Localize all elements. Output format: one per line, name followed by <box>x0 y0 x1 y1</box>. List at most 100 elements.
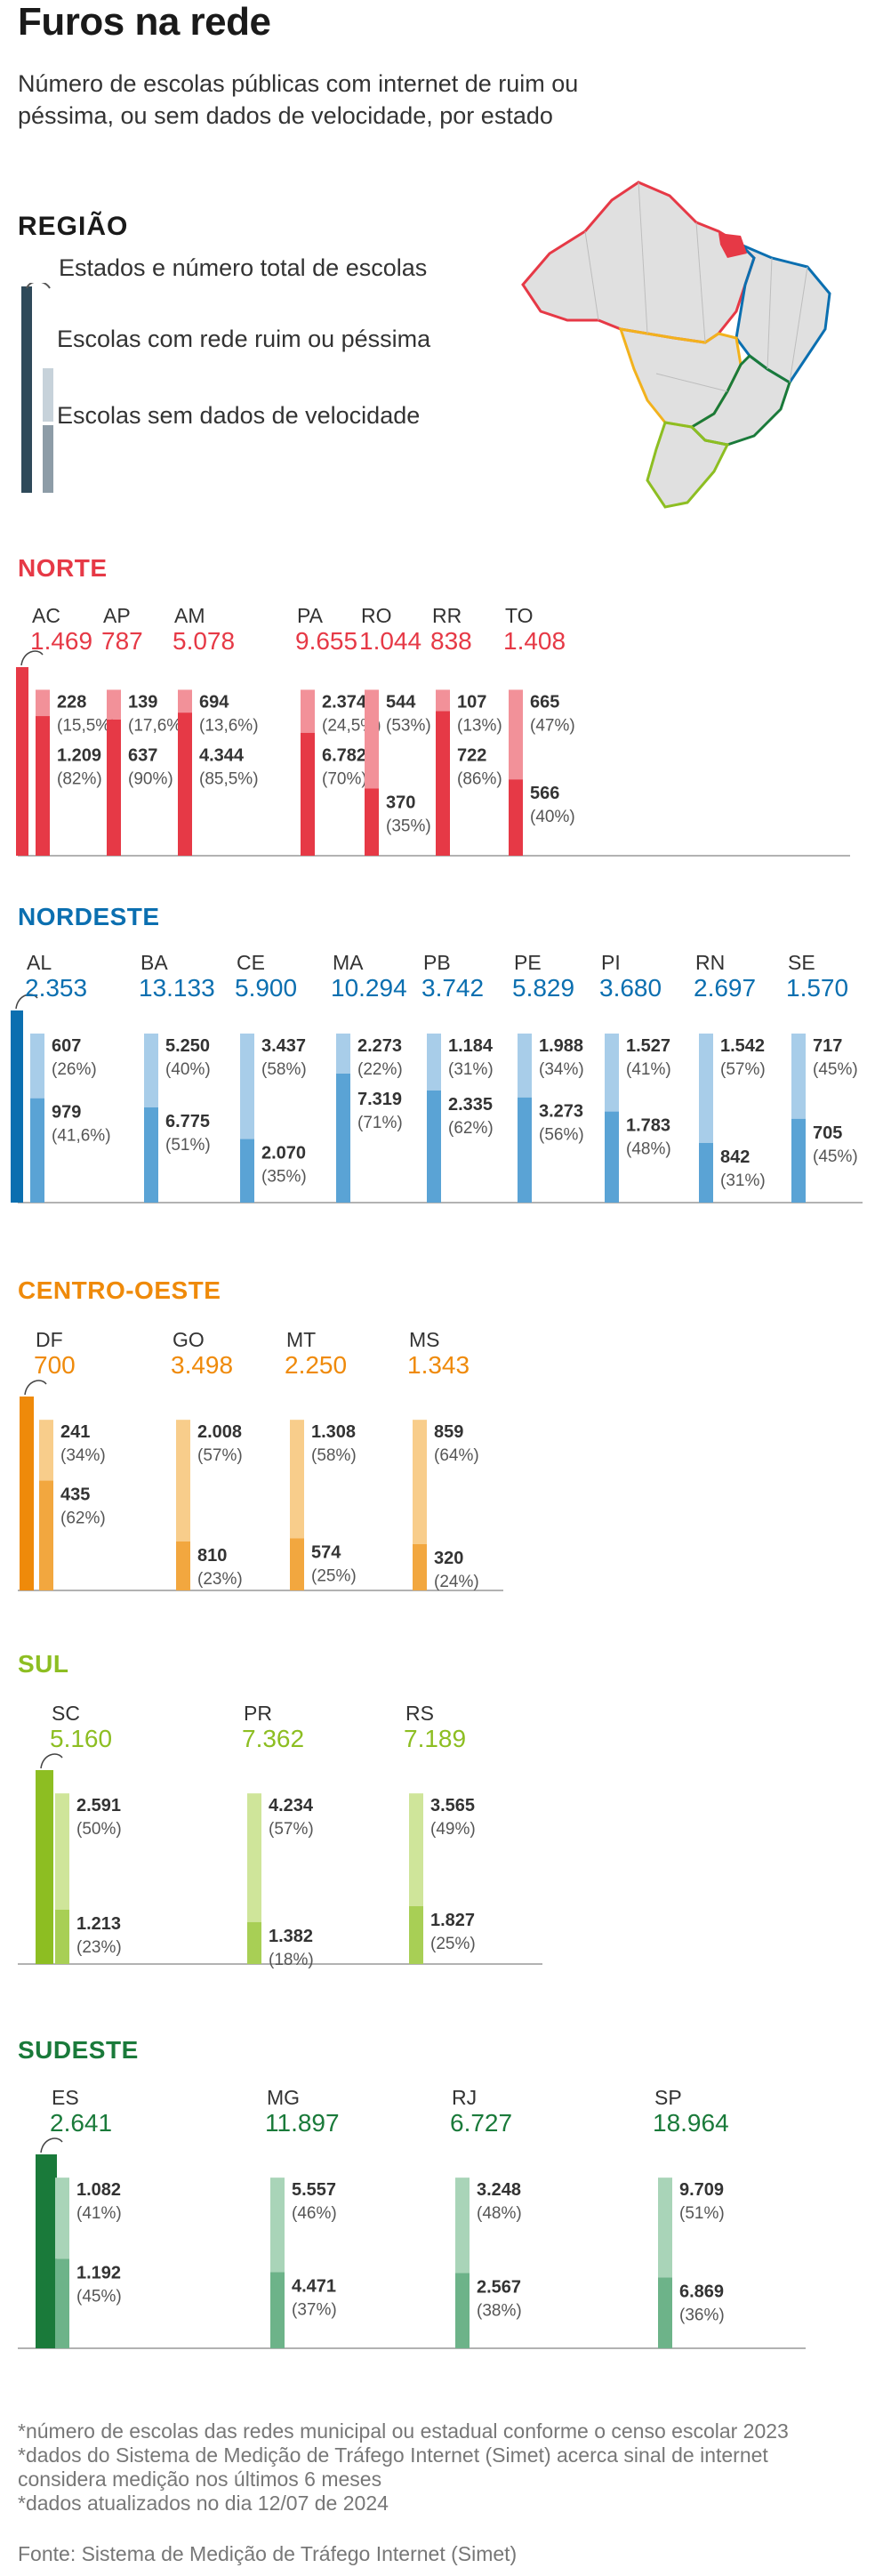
value-bad-PE: 1.988 <box>539 1036 583 1056</box>
pct-nodata-RJ: (38%) <box>477 2301 522 2320</box>
state-total-TO: 1.408 <box>503 627 566 655</box>
bar-bad-BA <box>144 1033 158 1107</box>
state-total-PI: 3.680 <box>599 974 662 1002</box>
state-label-MA: MA <box>333 951 364 974</box>
bar-bad-RR <box>436 689 450 712</box>
value-nodata-AP: 637 <box>128 745 157 765</box>
pct-bad-MA: (22%) <box>357 1060 403 1079</box>
bar-nodata-PB <box>427 1090 441 1203</box>
legend-bar-total <box>21 286 32 493</box>
bar-nodata-RN <box>699 1142 713 1203</box>
page-subtitle: Número de escolas públicas com internet … <box>18 70 579 129</box>
state-total-PB: 3.742 <box>421 974 484 1002</box>
value-nodata-PI: 1.783 <box>626 1116 670 1136</box>
region-title-norte: NORTE <box>18 554 108 582</box>
state-total-PE: 5.829 <box>512 974 574 1002</box>
pct-bad-RO: (53%) <box>386 716 431 735</box>
pct-nodata-AM: (85,5%) <box>199 769 259 788</box>
legend-heading: REGIÃO <box>18 212 129 241</box>
state-total-AP: 787 <box>101 627 143 655</box>
bar-nodata-RR <box>436 711 450 856</box>
source: Fonte: Sistema de Medição de Tráfego Int… <box>18 2542 518 2565</box>
state-total-RR: 838 <box>430 627 472 655</box>
state-label-MG: MG <box>267 2086 300 2109</box>
bar-bad-ES <box>55 2178 69 2259</box>
state-total-PR: 7.362 <box>242 1725 304 1752</box>
state-label-RS: RS <box>405 1702 434 1725</box>
state-total-SP: 18.964 <box>653 2109 729 2137</box>
bar-bad-RO <box>365 689 379 789</box>
pct-bad-TO: (47%) <box>530 716 575 735</box>
state-label-SP: SP <box>654 2086 682 2109</box>
bar-bad-SP <box>658 2178 672 2278</box>
value-bad-DF: 241 <box>60 1422 90 1442</box>
bar-nodata-MT <box>290 1538 304 1590</box>
bar-nodata-RJ <box>455 2273 470 2348</box>
bar-total-AL <box>11 1010 23 1203</box>
state-label-PI: PI <box>601 951 621 974</box>
value-nodata-TO: 566 <box>530 784 559 803</box>
pct-bad-MS: (64%) <box>434 1446 479 1465</box>
value-bad-GO: 2.008 <box>197 1422 242 1442</box>
value-bad-AM: 694 <box>199 692 229 712</box>
state-label-AP: AP <box>103 604 131 627</box>
arrow-DF <box>24 1380 47 1396</box>
bar-total-SC <box>36 1770 53 1964</box>
value-bad-SP: 9.709 <box>679 2180 724 2200</box>
pct-nodata-GO: (23%) <box>197 1570 243 1589</box>
state-label-PB: PB <box>423 951 451 974</box>
value-nodata-RN: 842 <box>720 1147 750 1167</box>
bar-nodata-PA <box>301 732 315 856</box>
value-nodata-ES: 1.192 <box>76 2263 121 2282</box>
legend-bar-bad <box>43 368 53 422</box>
state-total-AC: 1.469 <box>30 627 92 655</box>
state-label-DF: DF <box>36 1328 63 1351</box>
pct-bad-CE: (58%) <box>261 1060 307 1079</box>
state-label-PR: PR <box>244 1702 272 1725</box>
state-total-RS: 7.189 <box>404 1725 466 1752</box>
bar-bad-MA <box>336 1033 350 1074</box>
pct-nodata-TO: (40%) <box>530 808 575 826</box>
value-bad-CE: 3.437 <box>261 1036 306 1056</box>
value-bad-BA: 5.250 <box>165 1036 210 1056</box>
bar-bad-MT <box>290 1420 304 1539</box>
bar-nodata-DF <box>39 1480 53 1590</box>
value-nodata-MA: 7.319 <box>357 1090 402 1109</box>
value-bad-RN: 1.542 <box>720 1036 765 1056</box>
pct-nodata-RS: (25%) <box>430 1935 476 1953</box>
value-nodata-AC: 1.209 <box>57 745 101 765</box>
state-total-MG: 11.897 <box>265 2109 340 2137</box>
bar-nodata-TO <box>509 779 523 856</box>
value-bad-RJ: 3.248 <box>477 2180 521 2200</box>
pct-nodata-SE: (45%) <box>813 1147 858 1166</box>
state-total-RN: 2.697 <box>694 974 756 1002</box>
state-total-ES: 2.641 <box>50 2109 112 2137</box>
pct-nodata-ES: (45%) <box>76 2287 122 2306</box>
state-label-MT: MT <box>286 1328 316 1351</box>
bar-bad-MS <box>413 1420 427 1544</box>
bar-bad-MG <box>270 2178 285 2273</box>
value-nodata-GO: 810 <box>197 1546 227 1566</box>
pct-nodata-DF: (62%) <box>60 1509 106 1528</box>
pct-nodata-BA: (51%) <box>165 1136 211 1155</box>
legend-bars <box>21 283 53 493</box>
bar-bad-TO <box>509 689 523 780</box>
pct-bad-MT: (58%) <box>311 1446 357 1465</box>
pct-bad-RJ: (48%) <box>477 2204 522 2223</box>
arrow-SC <box>40 1753 63 1769</box>
bar-bad-PR <box>247 1793 261 1922</box>
state-label-BA: BA <box>140 951 168 974</box>
pct-bad-AP: (17,6%) <box>128 716 188 735</box>
pct-nodata-MS: (24%) <box>434 1573 479 1591</box>
state-total-SC: 5.160 <box>50 1725 112 1752</box>
pct-bad-RN: (57%) <box>720 1060 766 1079</box>
value-nodata-SP: 6.869 <box>679 2282 724 2302</box>
pct-nodata-SP: (36%) <box>679 2306 725 2325</box>
value-bad-MS: 859 <box>434 1422 463 1442</box>
value-nodata-DF: 435 <box>60 1485 90 1505</box>
state-label-RO: RO <box>361 604 392 627</box>
bar-nodata-AP <box>107 719 121 856</box>
pct-bad-PE: (34%) <box>539 1060 584 1079</box>
pct-nodata-RR: (86%) <box>457 769 502 788</box>
